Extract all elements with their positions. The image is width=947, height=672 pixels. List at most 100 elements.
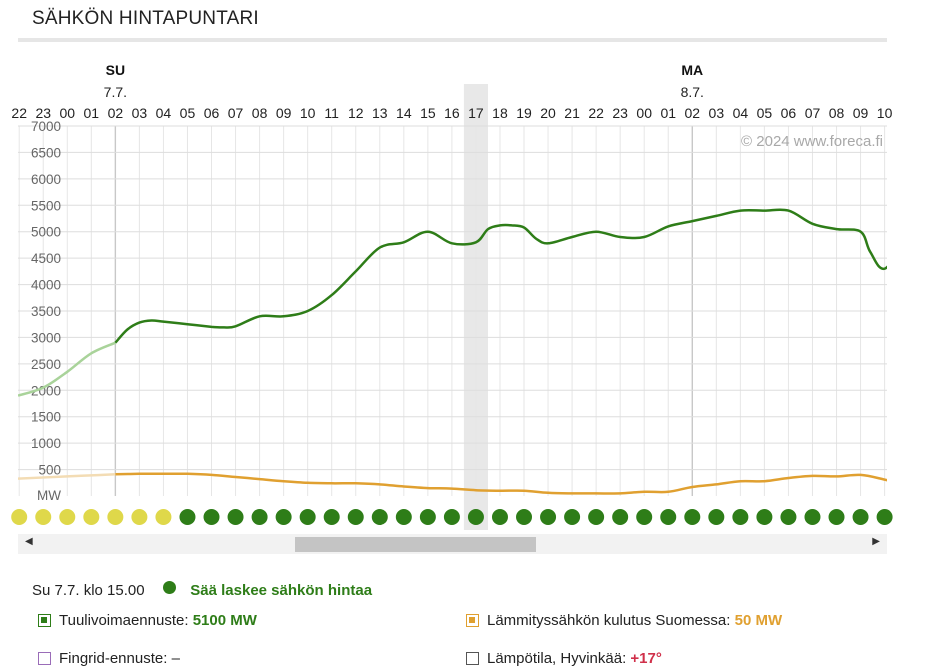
fingrid-checkbox-icon[interactable]: [38, 652, 51, 665]
price-indicator-dot: [684, 509, 701, 525]
temperature-checkbox-icon[interactable]: [466, 652, 479, 665]
price-indicator-dot: [11, 509, 28, 525]
price-indicator-dot: [35, 509, 52, 525]
x-hour-label: 11: [324, 105, 339, 121]
legend-heating[interactable]: Lämmityssähkön kulutus Suomessa: 50 MW: [466, 612, 782, 629]
y-tick-label: 6500: [31, 145, 61, 160]
legend-wind[interactable]: Tuulivoimaennuste: 5100 MW: [38, 612, 257, 629]
wind-checkbox-icon[interactable]: [38, 614, 51, 627]
price-indicator-dot: [203, 509, 220, 525]
x-hour-label: 05: [757, 105, 773, 121]
heating-history-line: [18, 473, 116, 480]
heating-value: 50 MW: [734, 612, 783, 629]
selected-time-label: Su 7.7. klo 15.00: [32, 582, 145, 599]
price-indicator-dot: [131, 509, 148, 525]
copyright-text: © 2024 www.foreca.fi: [741, 133, 883, 150]
price-indicator-dot: [443, 509, 460, 525]
y-tick-label: 2500: [31, 357, 61, 372]
day-label: MA: [681, 62, 703, 78]
x-hour-label: 15: [420, 105, 436, 121]
x-hour-label: 16: [444, 105, 460, 121]
x-hour-label: 00: [59, 105, 75, 121]
temperature-label: Lämpötila, Hyvinkää:: [487, 650, 627, 667]
price-indicator-dot: [323, 509, 340, 525]
legend-temperature[interactable]: Lämpötila, Hyvinkää: +17°: [466, 650, 662, 667]
price-indicator-dot: [179, 509, 196, 525]
x-hour-label: 06: [204, 105, 220, 121]
price-indicator-dot: [732, 509, 749, 525]
x-hour-label: 01: [84, 105, 100, 121]
y-tick-label: 3500: [31, 304, 61, 319]
day-label: SU: [106, 62, 125, 78]
price-indicator-dot: [155, 509, 172, 525]
x-hour-label: 22: [11, 105, 27, 121]
x-hour-label: 05: [180, 105, 196, 121]
y-tick-label: 4500: [31, 251, 61, 266]
x-hour-label: 12: [348, 105, 364, 121]
y-tick-label: 3000: [31, 330, 61, 345]
y-unit-label: MW: [37, 488, 61, 503]
x-hour-label: 19: [516, 105, 532, 121]
x-hour-label: 09: [276, 105, 292, 121]
price-indicator-dot: [588, 509, 605, 525]
x-hour-label: 20: [540, 105, 556, 121]
price-indicator-dot: [564, 509, 581, 525]
price-indicator-dot: [828, 509, 845, 525]
x-hour-label: 17: [468, 105, 484, 121]
price-indicator-dot: [540, 509, 557, 525]
price-indicator-dot: [516, 509, 533, 525]
x-hour-label: 09: [853, 105, 869, 121]
price-indicator-dot: [419, 509, 436, 525]
wind-power-chart[interactable]: 5001000150020002500300035004000450050005…: [0, 0, 947, 534]
date-label: 7.7.: [104, 84, 127, 100]
price-indicator-dot: [347, 509, 364, 525]
x-hour-label: 18: [492, 105, 508, 121]
x-hour-label: 04: [156, 105, 172, 121]
x-hour-label: 21: [564, 105, 580, 121]
x-hour-label: 22: [588, 105, 604, 121]
price-effect-dot-icon: [162, 581, 176, 594]
y-tick-label: 2000: [31, 383, 61, 398]
weather-effect-text: Sää laskee sähkön hintaa: [190, 582, 373, 599]
scroll-right-icon[interactable]: ▶: [872, 536, 880, 547]
y-tick-label: 500: [38, 463, 61, 478]
x-hour-label: 04: [733, 105, 749, 121]
x-hour-label: 13: [372, 105, 388, 121]
heating-checkbox-icon[interactable]: [466, 614, 479, 627]
price-indicator-dot: [299, 509, 316, 525]
x-hour-label: 14: [396, 105, 412, 121]
price-indicator-dot: [756, 509, 773, 525]
x-hour-label: 08: [829, 105, 845, 121]
title-divider: [18, 38, 887, 42]
chart-scrollbar[interactable]: ◀ ▶: [18, 534, 887, 554]
price-indicator-dot: [804, 509, 821, 525]
y-tick-label: 4000: [31, 278, 61, 293]
wind-value: 5100 MW: [192, 612, 257, 629]
x-hour-label: 23: [35, 105, 51, 121]
price-indicator-dot: [371, 509, 388, 525]
price-indicator-dot: [83, 509, 100, 525]
scrollbar-thumb[interactable]: [295, 537, 536, 552]
price-indicator-dot: [708, 509, 725, 525]
price-indicator-dot: [491, 509, 508, 525]
price-indicator-dot: [780, 509, 797, 525]
y-tick-label: 6000: [31, 172, 61, 187]
y-tick-label: 5500: [31, 198, 61, 213]
price-indicator-dot: [852, 509, 869, 525]
price-indicator-dot: [876, 509, 893, 525]
legend-fingrid[interactable]: Fingrid-ennuste: –: [38, 650, 180, 667]
y-tick-label: 1000: [31, 436, 61, 451]
x-hour-label: 03: [709, 105, 725, 121]
wind-label: Tuulivoimaennuste:: [59, 612, 189, 629]
x-hour-label: 02: [108, 105, 124, 121]
forecast-summary: Su 7.7. klo 15.00 Sää laskee sähkön hint…: [32, 581, 372, 599]
price-indicator-dot: [660, 509, 677, 525]
price-indicator-dot: [612, 509, 629, 525]
wind-history-line: [18, 341, 116, 397]
price-indicator-dot: [59, 509, 76, 525]
x-hour-label: 06: [781, 105, 797, 121]
price-indicator-dot: [636, 509, 653, 525]
y-tick-label: 7000: [31, 119, 61, 134]
x-hour-label: 08: [252, 105, 268, 121]
scroll-left-icon[interactable]: ◀: [25, 536, 33, 547]
